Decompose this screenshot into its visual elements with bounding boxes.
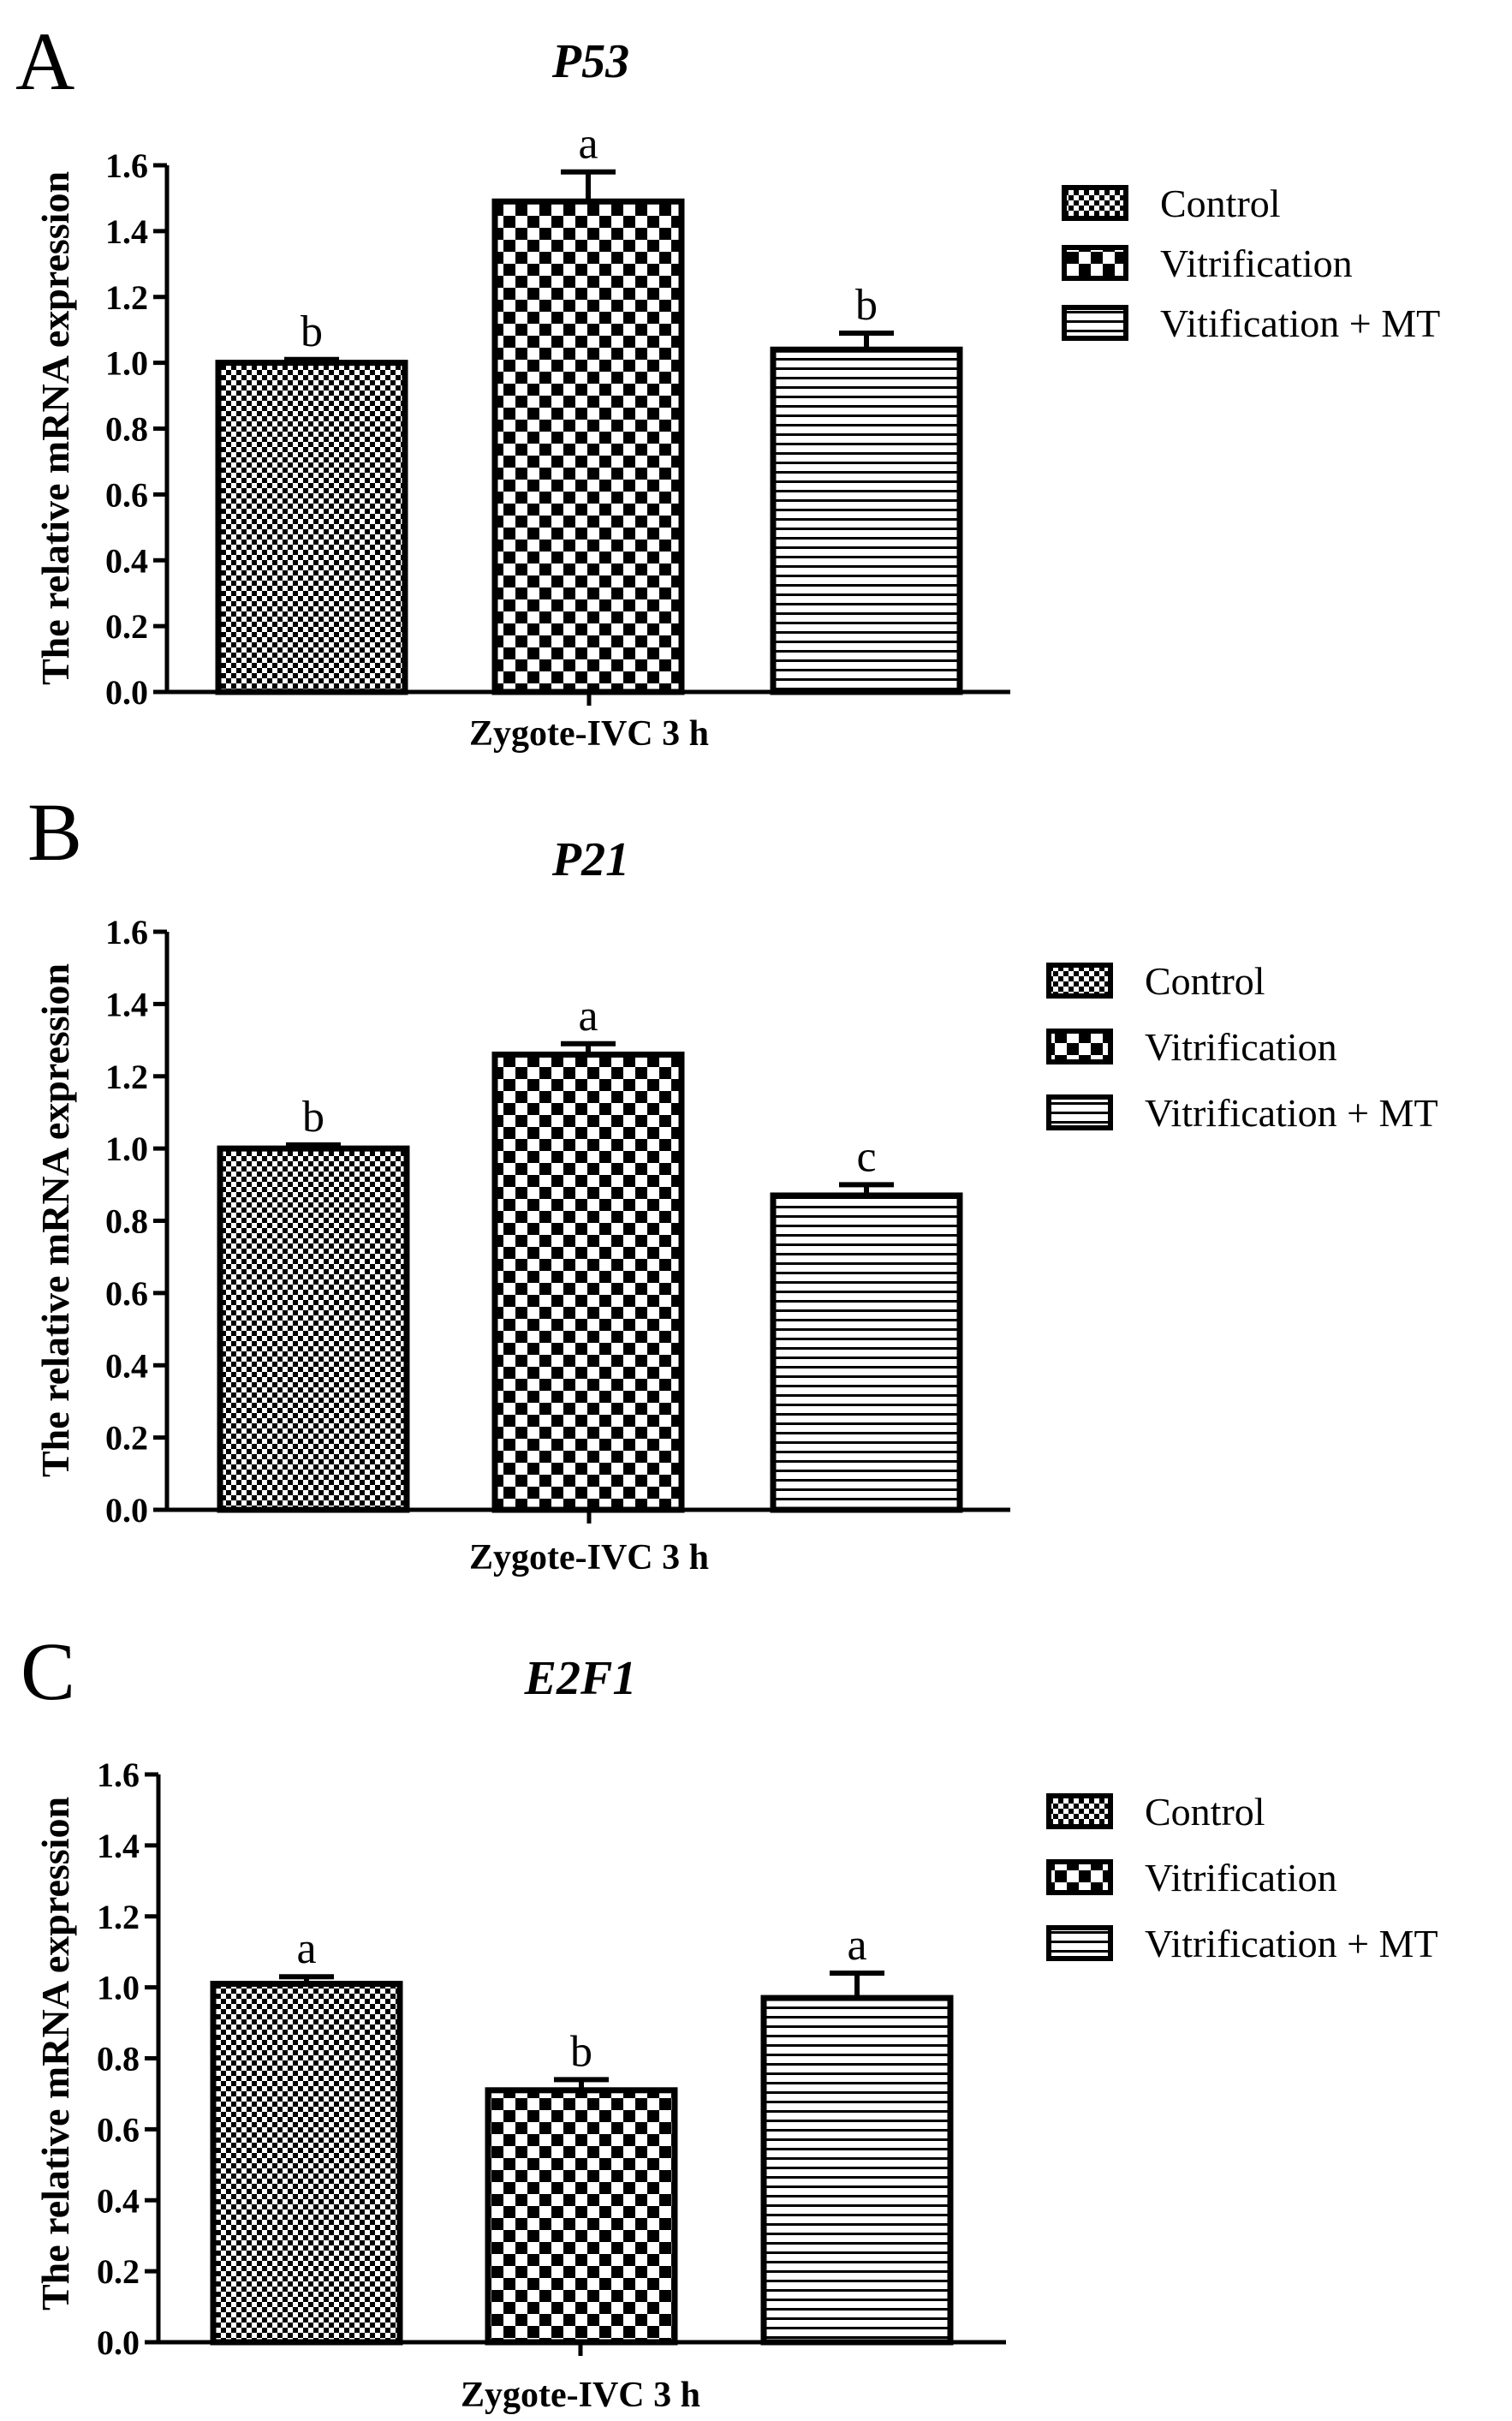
y-tick-label: 1.0 bbox=[105, 344, 148, 383]
legend-swatch bbox=[1046, 963, 1113, 999]
bar bbox=[491, 198, 685, 695]
y-tick-label: 0.6 bbox=[105, 475, 148, 514]
y-tick-label: 1.6 bbox=[105, 913, 148, 951]
significance-label: a bbox=[296, 1924, 316, 1973]
bar bbox=[760, 1995, 954, 2346]
significance-label: a bbox=[847, 1921, 866, 1970]
y-axis-label: The relative mRNA expression bbox=[33, 1797, 77, 2311]
legend-label: Control bbox=[1145, 1790, 1265, 1834]
legend-label: Control bbox=[1160, 182, 1281, 225]
significance-label: a bbox=[578, 992, 598, 1041]
bar bbox=[770, 1192, 963, 1513]
legend-label: Vitrification + MT bbox=[1145, 1091, 1438, 1135]
bar bbox=[485, 2087, 678, 2346]
legend-swatch bbox=[1046, 1793, 1113, 1829]
y-tick-label: 1.0 bbox=[97, 1969, 140, 2007]
y-tick-label: 1.2 bbox=[97, 1898, 140, 1936]
panel-c: C E2F1 The relative mRNA expression Zygo… bbox=[21, 1625, 1438, 2415]
y-tick-label: 1.0 bbox=[105, 1130, 148, 1168]
y-tick-label: 1.2 bbox=[105, 1058, 148, 1096]
y-tick-label: 0.0 bbox=[105, 1491, 148, 1530]
significance-label: c bbox=[856, 1132, 876, 1181]
y-ticks: 0.0 0.2 0.4 0.6 0.8 1.0 1.2 1.4 1.6 bbox=[97, 1756, 158, 2362]
legend-swatch bbox=[1062, 185, 1128, 221]
y-tick-label: 0.8 bbox=[105, 410, 148, 449]
y-tick-label: 0.2 bbox=[105, 607, 148, 646]
legend-label: Vitification + MT bbox=[1160, 301, 1440, 345]
x-axis-label: Zygote-IVC 3 h bbox=[469, 714, 709, 754]
significance-label: b bbox=[302, 1093, 324, 1142]
y-tick-label: 0.6 bbox=[105, 1274, 148, 1313]
legend: Control Vitrification Vitrification + MT bbox=[1046, 959, 1438, 1135]
y-tick-label: 0.2 bbox=[97, 2252, 140, 2291]
y-tick-label: 1.6 bbox=[97, 1756, 140, 1794]
legend-swatch bbox=[1046, 1859, 1113, 1895]
significance-label: b bbox=[855, 281, 878, 330]
panel-a: A P53 The relative mRNA expression Zygot… bbox=[15, 15, 1440, 754]
panel-letter: C bbox=[21, 1625, 75, 1717]
x-axis-label: Zygote-IVC 3 h bbox=[469, 1538, 709, 1577]
chart-title: P53 bbox=[551, 35, 629, 88]
legend-label: Vitrification + MT bbox=[1145, 1922, 1438, 1965]
bar bbox=[217, 1145, 410, 1513]
y-tick-label: 0.4 bbox=[105, 1346, 148, 1385]
legend-label: Control bbox=[1145, 959, 1265, 1003]
panel-b: B P21 The relative mRNA expression Zygot… bbox=[27, 786, 1438, 1577]
y-tick-label: 0.0 bbox=[105, 673, 148, 712]
y-tick-label: 0.6 bbox=[97, 2110, 140, 2149]
legend-swatch bbox=[1062, 245, 1128, 281]
y-tick-label: 0.0 bbox=[97, 2323, 140, 2362]
y-tick-label: 0.2 bbox=[105, 1419, 148, 1458]
y-tick-label: 1.4 bbox=[105, 212, 148, 251]
legend-swatch bbox=[1046, 1094, 1113, 1130]
legend-swatch bbox=[1046, 1925, 1113, 1961]
y-ticks: 0.0 0.2 0.4 0.6 0.8 1.0 1.2 1.4 1.6 bbox=[105, 913, 167, 1530]
y-tick-label: 1.4 bbox=[105, 985, 148, 1023]
y-tick-label: 1.4 bbox=[97, 1827, 140, 1865]
bar bbox=[215, 360, 408, 695]
legend-label: Vitrification bbox=[1160, 242, 1353, 285]
bars: b a b bbox=[215, 120, 963, 695]
bars: b a c bbox=[217, 992, 963, 1513]
bar bbox=[491, 1051, 685, 1513]
y-tick-label: 0.8 bbox=[97, 2040, 140, 2078]
legend: Control Vitrification Vitification + MT bbox=[1062, 182, 1440, 345]
legend-swatch bbox=[1062, 305, 1128, 341]
significance-label: a bbox=[578, 120, 598, 169]
legend-swatch bbox=[1046, 1029, 1113, 1064]
y-tick-label: 1.6 bbox=[105, 146, 148, 185]
panel-letter: B bbox=[27, 786, 82, 878]
bars: a b a bbox=[210, 1921, 954, 2346]
x-axis-label: Zygote-IVC 3 h bbox=[461, 2376, 700, 2415]
y-tick-label: 0.4 bbox=[97, 2181, 140, 2220]
legend: Control Vitrification Vitrification + MT bbox=[1046, 1790, 1438, 1965]
legend-label: Vitrification bbox=[1145, 1856, 1337, 1899]
legend-label: Vitrification bbox=[1145, 1025, 1337, 1069]
bar bbox=[770, 346, 963, 695]
significance-label: b bbox=[570, 2027, 592, 2076]
chart-title: P21 bbox=[551, 833, 629, 886]
y-ticks: 0.0 0.2 0.4 0.6 0.8 1.0 1.2 1.4 1.6 bbox=[105, 146, 167, 712]
y-tick-label: 0.4 bbox=[105, 541, 148, 580]
panel-letter: A bbox=[15, 15, 74, 107]
y-tick-label: 0.8 bbox=[105, 1202, 148, 1241]
y-axis-label: The relative mRNA expression bbox=[33, 963, 77, 1477]
chart-title: E2F1 bbox=[524, 1652, 637, 1705]
y-axis-label: The relative mRNA expression bbox=[33, 171, 77, 685]
bar bbox=[210, 1980, 403, 2346]
significance-label: b bbox=[301, 307, 323, 356]
y-tick-label: 1.2 bbox=[105, 278, 148, 317]
